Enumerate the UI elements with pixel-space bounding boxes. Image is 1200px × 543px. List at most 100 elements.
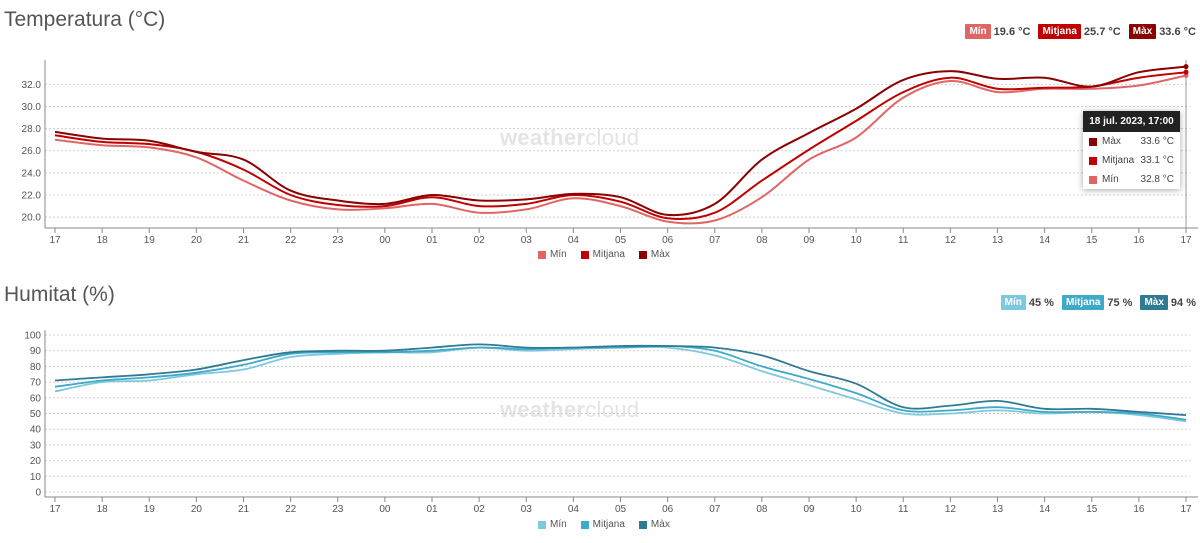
tooltip-swatch-max (1089, 137, 1097, 146)
y-tick-label: 24.0 (22, 168, 42, 179)
series-line-2[interactable] (54, 65, 1187, 217)
legend-item-max[interactable]: Màx (638, 519, 670, 530)
y-tick-label: 0 (35, 488, 41, 499)
temperature-legend: Mín Mitjana Màx (538, 249, 670, 260)
y-tick-label: 40 (30, 425, 42, 436)
y-tick-label: 90 (30, 346, 42, 357)
x-tick-label: 21 (238, 235, 250, 246)
humidity-min-badge: Mín (1000, 295, 1026, 310)
humidity-summary: Mín 45 % Mitjana 75 % Màx 94 % (1000, 295, 1196, 310)
x-tick-label: 17 (49, 235, 61, 246)
humidity-legend: Mín Mitjana Màx (538, 519, 670, 530)
temperature-avg-badge: Mitjana (1038, 24, 1081, 39)
x-tick-label: 13 (992, 235, 1004, 246)
x-tick-label: 22 (285, 504, 297, 515)
humidity-min-value: 45 % (1028, 296, 1054, 309)
humidity-avg-badge: Mitjana (1061, 295, 1105, 310)
tooltip-value-min: 32.8 °C (1140, 174, 1174, 185)
x-tick-label: 07 (709, 235, 721, 246)
watermark-text-b: cloud (585, 125, 640, 150)
x-tick-label: 12 (945, 235, 957, 246)
series-line-1[interactable] (54, 345, 1187, 421)
legend-item-min[interactable]: Mín (538, 249, 567, 260)
x-tick-label: 14 (1039, 504, 1051, 515)
x-tick-label: 01 (426, 235, 438, 246)
y-tick-label: 30.0 (22, 102, 42, 113)
temperature-summary: Mín 19.6 °C Mitjana 25.7 °C Màx 33.6 °C (965, 24, 1196, 39)
y-tick-label: 10 (30, 472, 42, 483)
x-tick-label: 16 (1133, 504, 1145, 515)
temperature-chart[interactable]: 20.0 22.0 24.0 26.0 28.0 30.0 32.0 17 18 19 20 21 22… (0, 0, 1200, 250)
x-tick-label: 17 (1180, 235, 1192, 246)
x-tick-label: 06 (662, 504, 674, 515)
x-tick-label: 03 (521, 235, 533, 246)
y-tick-label: 50 (30, 409, 42, 420)
humidity-chart-title: Humitat (%) (4, 283, 115, 306)
legend-swatch-max (638, 520, 647, 529)
y-tick-label: 100 (24, 331, 41, 342)
x-tick-label: 17 (49, 504, 61, 515)
temperature-min-stat: Mín 19.6 °C (965, 24, 1030, 39)
temperature-avg-value: 25.7 °C (1083, 25, 1121, 38)
x-tick-label: 15 (1086, 504, 1098, 515)
tooltip-label-min: Mín (1102, 174, 1119, 185)
x-tick-label: 09 (803, 504, 815, 515)
x-tick-label: 11 (898, 235, 909, 246)
legend-item-min[interactable]: Mín (538, 519, 567, 530)
x-tick-label: 11 (898, 504, 909, 515)
series-line-0[interactable] (54, 346, 1187, 423)
legend-label-min: Mín (550, 519, 567, 530)
y-tick-label: 30 (30, 440, 42, 451)
x-tick-label: 19 (144, 235, 156, 246)
series-line-1[interactable] (54, 71, 1187, 221)
y-tick-label: 32.0 (22, 80, 42, 91)
temperature-tooltip: 18 jul. 2023, 17:00 Màx 33.6 °C Mitjana … (1083, 111, 1180, 189)
tooltip-title: 18 jul. 2023, 17:00 (1083, 111, 1180, 132)
legend-swatch-min (538, 250, 546, 259)
temperature-min-badge: Mín (965, 24, 991, 39)
tooltip-row-min: Mín 32.8 °C (1083, 170, 1180, 189)
x-tick-label: 18 (97, 504, 109, 515)
y-tick-label: 26.0 (22, 146, 42, 157)
legend-swatch-avg (580, 520, 589, 529)
humidity-avg-stat: Mitjana 75 % (1061, 295, 1133, 310)
y-tick-label: 70 (30, 378, 42, 389)
x-tick-label: 02 (474, 235, 486, 246)
humidity-watermark: weathercloud (500, 397, 639, 423)
legend-item-avg[interactable]: Mitjana (580, 519, 625, 530)
humidity-max-badge: Màx (1140, 295, 1168, 310)
legend-item-avg[interactable]: Mitjana (580, 249, 625, 260)
tooltip-value-avg: 33.1 °C (1140, 155, 1174, 166)
legend-swatch-avg (580, 250, 589, 259)
legend-item-max[interactable]: Màx (638, 249, 670, 260)
x-tick-label: 23 (332, 235, 344, 246)
humidity-avg-value: 75 % (1107, 296, 1133, 309)
x-tick-label: 01 (426, 504, 438, 515)
x-tick-label: 12 (945, 504, 957, 515)
x-tick-label: 06 (662, 235, 674, 246)
humidity-max-stat: Màx 94 % (1140, 295, 1196, 310)
tooltip-label-avg: Mitjana (1102, 155, 1135, 166)
legend-swatch-max (638, 250, 647, 259)
temperature-max-badge: Màx (1128, 24, 1157, 39)
tooltip-row-max: Màx 33.6 °C (1083, 132, 1180, 151)
x-tick-label: 00 (379, 504, 391, 515)
legend-label-max: Màx (650, 249, 670, 260)
x-tick-label: 07 (709, 504, 721, 515)
x-tick-label: 16 (1133, 235, 1145, 246)
temperature-max-value: 33.6 °C (1159, 25, 1196, 38)
legend-label-avg: Mitjana (592, 249, 625, 260)
x-tick-label: 22 (285, 235, 297, 246)
series-line-0[interactable] (54, 74, 1187, 225)
y-tick-label: 60 (30, 393, 42, 404)
series-line-2[interactable] (54, 343, 1187, 416)
tooltip-swatch-min (1089, 175, 1097, 184)
x-tick-label: 14 (1039, 235, 1051, 246)
temperature-avg-stat: Mitjana 25.7 °C (1038, 24, 1121, 39)
x-tick-label: 17 (1180, 504, 1192, 515)
x-tick-label: 23 (332, 504, 344, 515)
x-tick-label: 09 (803, 235, 815, 246)
watermark-text-a: weather (500, 125, 586, 150)
x-tick-label: 08 (756, 235, 768, 246)
